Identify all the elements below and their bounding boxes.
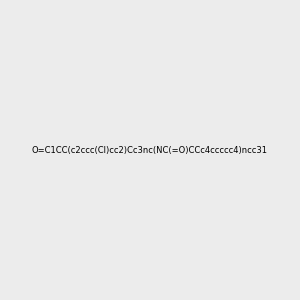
Text: O=C1CC(c2ccc(Cl)cc2)Cc3nc(NC(=O)CCc4ccccc4)ncc31: O=C1CC(c2ccc(Cl)cc2)Cc3nc(NC(=O)CCc4cccc… [32,146,268,154]
